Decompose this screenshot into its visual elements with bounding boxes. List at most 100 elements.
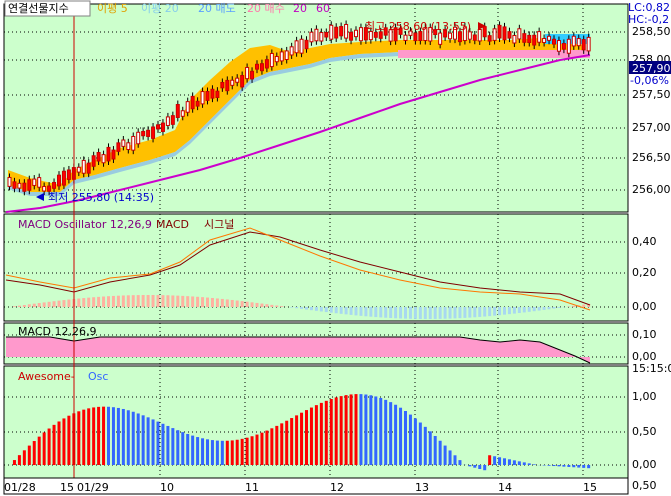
candle-body (151, 126, 156, 139)
osc-bar (493, 307, 497, 316)
candle-body (309, 31, 314, 43)
osc-bar (250, 302, 254, 307)
candle-body (586, 36, 591, 52)
ao-bar (582, 465, 586, 468)
ao-bar (354, 394, 358, 465)
osc-bar (77, 298, 81, 307)
signal-line (5, 227, 591, 311)
candle-body (462, 26, 467, 41)
ao-bar (572, 465, 576, 468)
ao-bar (116, 407, 120, 465)
ao-bar (290, 418, 294, 465)
osc-bar (116, 295, 120, 307)
ao-label-b: Osc (88, 370, 108, 383)
osc-bar (503, 307, 506, 315)
ao-bar (314, 405, 318, 465)
ao-ytick-extra: 0,50 (632, 479, 657, 492)
osc-bar (166, 295, 170, 307)
ao-bar (32, 441, 36, 465)
osc-bar (478, 307, 482, 317)
ao-bar (443, 445, 447, 465)
ao-bar (156, 421, 160, 465)
chart-title: 연결선물지수 (8, 2, 69, 15)
macd-ytick: 0,00 (632, 350, 657, 363)
osc-bar (428, 307, 432, 319)
osc-bar (210, 297, 214, 307)
ao-bar (423, 426, 427, 465)
candle-body (245, 66, 250, 80)
osc-bar (27, 304, 31, 307)
ao-bar (562, 465, 566, 467)
candle-body (116, 142, 121, 152)
candle-body (146, 129, 151, 137)
osc-bar (399, 307, 403, 319)
ao-bar (230, 440, 234, 465)
osc-bar (329, 307, 333, 313)
osc-bar (82, 298, 86, 307)
osc-bar (463, 307, 467, 318)
osc-label: MACD Oscillator 12,26,9 (18, 218, 152, 231)
low-annotation: 최저 255,80 (14:35) (48, 191, 154, 204)
xtick: 12 (330, 481, 344, 494)
osc-bar (171, 295, 175, 307)
xtick: 10 (160, 481, 174, 494)
ao-bar (166, 425, 170, 465)
ao-bar (324, 400, 328, 465)
osc-bar (305, 307, 308, 310)
price-ytick: 257,00 (632, 121, 671, 134)
xtick: 01/29 (77, 481, 109, 494)
candle-body (299, 38, 304, 54)
legend-20: 20 (293, 2, 307, 15)
candle-body (448, 32, 453, 40)
legend-buy: 20 매수 (247, 2, 285, 15)
candle-body (61, 170, 66, 186)
candles-group (7, 20, 591, 196)
candle-body (547, 35, 552, 41)
osc-bar (458, 307, 462, 319)
candle-body (383, 27, 388, 36)
macd-ytick: 0,10 (632, 328, 657, 341)
osc-bar (230, 299, 234, 307)
ao-bar (547, 465, 551, 466)
osc-bar (17, 305, 21, 307)
title-box[interactable] (4, 0, 91, 17)
ao-bar (191, 435, 195, 465)
ao-bar (57, 421, 61, 465)
candle-body (57, 174, 61, 187)
ao-bar (374, 396, 378, 465)
osc-bar (324, 307, 328, 313)
ao-bar (428, 431, 432, 465)
xtick: 11 (245, 481, 259, 494)
candle-body (156, 124, 160, 130)
candle-body (542, 38, 547, 44)
price-ytick: 256,50 (632, 151, 671, 164)
candle-body (111, 149, 116, 160)
candle-body (571, 35, 576, 47)
candle-body (576, 38, 581, 47)
lc-readout: LC:0,82 (628, 1, 670, 14)
macd-label: MACD (156, 218, 189, 231)
macd-line (5, 231, 591, 306)
candle-body (210, 88, 215, 99)
ao-bar (522, 462, 526, 465)
candle-body (205, 90, 210, 101)
ao-bar (527, 463, 531, 465)
legend-ma20: 이평 20 (141, 2, 179, 15)
ao-bar (344, 395, 348, 465)
osc-bar (161, 295, 165, 307)
candle-body (27, 179, 32, 191)
candle-body (225, 79, 230, 92)
osc-bar (537, 307, 541, 311)
candle-body (269, 53, 274, 68)
high-annotation: 최고 258,60 (13:55) (365, 20, 471, 33)
osc-ytick: 0,40 (632, 235, 657, 248)
ao-bar (37, 436, 41, 465)
candle-body (240, 75, 245, 88)
osc-bar (572, 305, 576, 307)
ao-bar (176, 430, 180, 465)
osc-bar (275, 305, 279, 307)
osc-bar (47, 301, 51, 307)
candle-body (121, 139, 126, 147)
macd-panel-label: MACD 12,26,9 (18, 325, 96, 338)
